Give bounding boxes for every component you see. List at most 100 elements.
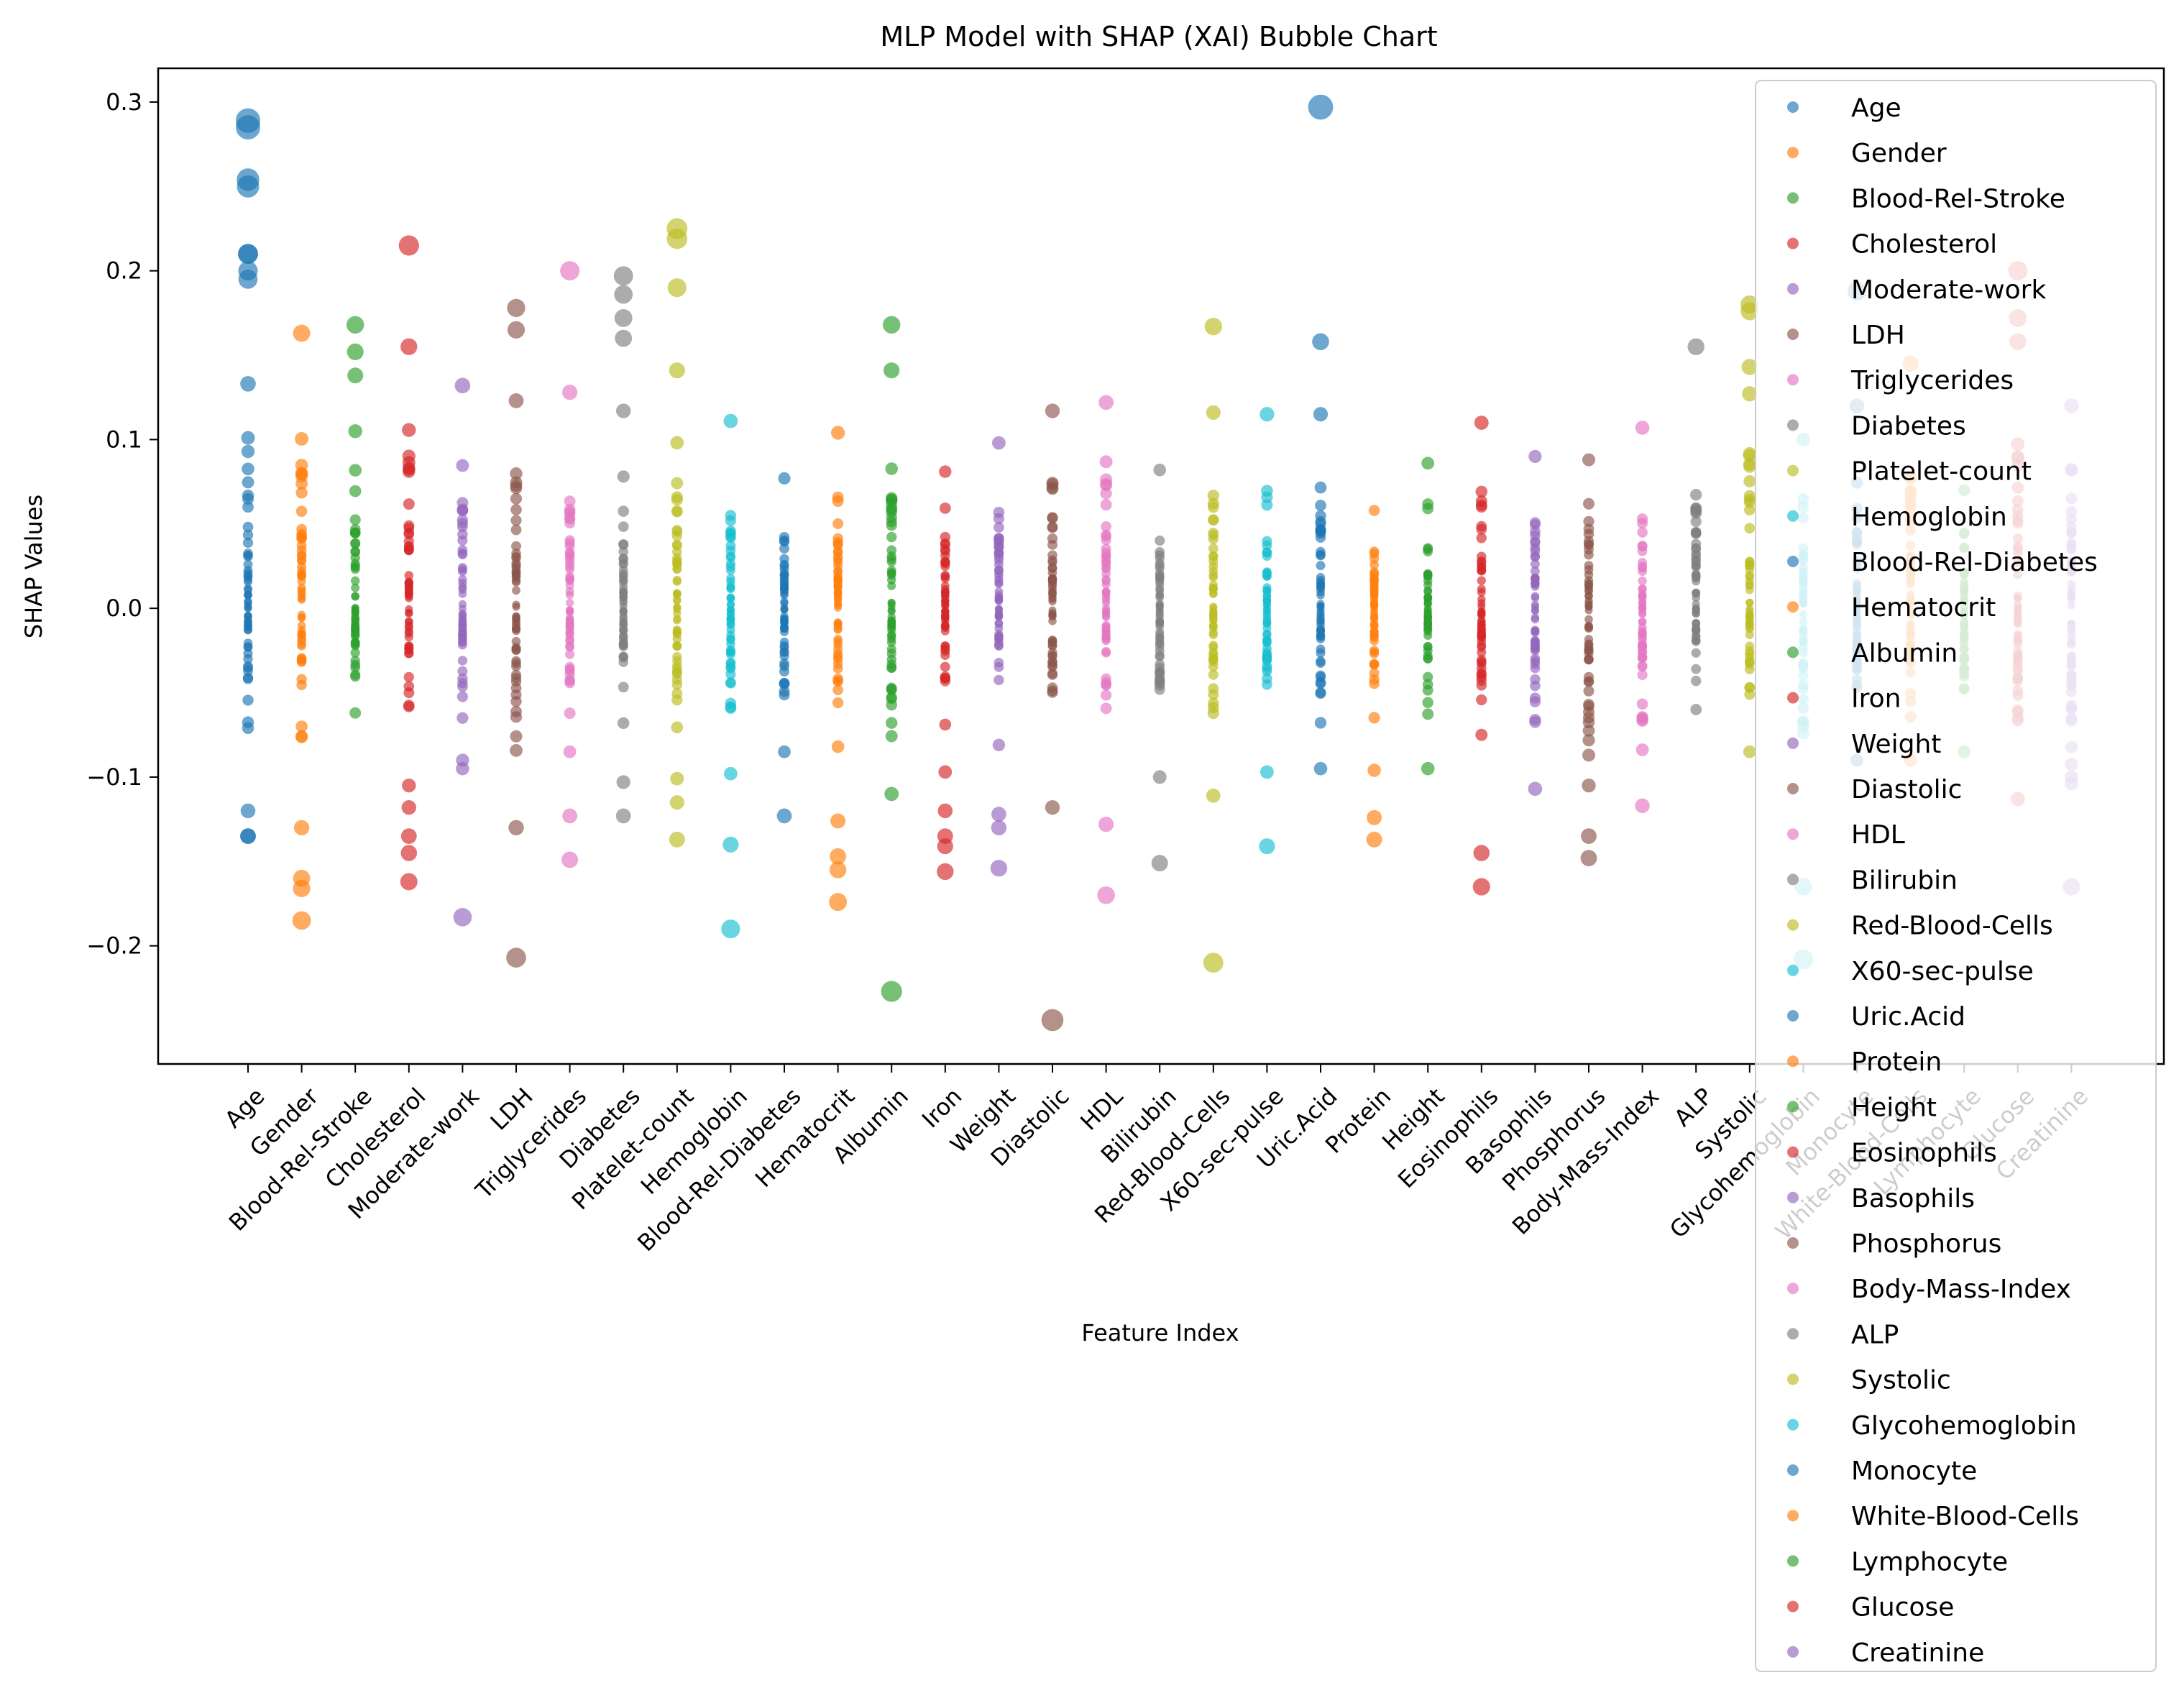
legend-marker-age: [1787, 101, 1799, 113]
data-point-x60-sec-pulse: [1262, 648, 1272, 658]
data-point-albumin: [886, 662, 897, 673]
series-systolic: [1740, 295, 1759, 758]
legend-marker-white-blood-cells: [1787, 1510, 1799, 1522]
data-point-alp: [1691, 543, 1702, 554]
data-point-diabetes: [618, 521, 629, 533]
legend-label-phosphorus: Phosphorus: [1851, 1229, 2001, 1259]
data-point-weight: [994, 661, 1004, 672]
data-point-ldh: [512, 586, 520, 595]
data-point-body-mass-index: [1637, 527, 1648, 538]
data-point-ldh: [511, 644, 521, 654]
legend-marker-blood-rel-stroke: [1787, 192, 1799, 204]
legend-label-protein: Protein: [1851, 1047, 1942, 1077]
data-point-ldh: [511, 656, 521, 666]
legend-label-iron: Iron: [1851, 684, 1901, 714]
data-point-platelet-count: [669, 795, 684, 810]
data-point-height: [1423, 624, 1433, 633]
data-point-red-blood-cells: [1204, 317, 1223, 336]
data-point-hematocrit: [833, 582, 843, 592]
data-point-platelet-count: [667, 278, 687, 298]
data-point-hdl: [1101, 521, 1111, 532]
data-point-moderate-work: [457, 681, 468, 692]
data-point-red-blood-cells: [1208, 656, 1219, 667]
data-point-eosinophils: [1477, 633, 1486, 642]
data-point-hematocrit: [830, 813, 846, 829]
data-point-moderate-work: [453, 907, 472, 927]
data-point-uric-acid: [1316, 631, 1326, 641]
data-point-systolic: [1744, 682, 1756, 693]
data-point-uric-acid: [1316, 584, 1325, 593]
data-point-diabetes: [618, 554, 628, 564]
data-point-hdl: [1098, 395, 1114, 410]
data-point-phosphorus: [1580, 850, 1597, 867]
data-point-age: [244, 604, 252, 612]
legend-label-blood-rel-diabetes: Blood-Rel-Diabetes: [1851, 548, 2098, 577]
data-point-blood-rel-stroke: [351, 604, 359, 612]
data-point-cholesterol: [404, 571, 414, 580]
data-point-body-mass-index: [1638, 576, 1647, 586]
data-point-basophils: [1531, 592, 1540, 601]
data-point-phosphorus: [1584, 549, 1594, 560]
series-gender: [292, 324, 311, 930]
data-point-red-blood-cells: [1206, 405, 1221, 420]
series-body-mass-index: [1635, 421, 1650, 814]
data-point-bilirubin: [1155, 667, 1165, 678]
data-point-weight: [992, 738, 1006, 752]
data-point-platelet-count: [672, 577, 682, 587]
legend-label-eosinophils: Eosinophils: [1851, 1139, 1997, 1168]
series-x60-sec-pulse: [1259, 407, 1275, 855]
data-point-diastolic: [1047, 636, 1057, 645]
data-point-cholesterol: [404, 586, 413, 595]
series-diastolic: [1041, 403, 1064, 1032]
data-point-x60-sec-pulse: [1260, 407, 1275, 422]
data-point-x60-sec-pulse: [1262, 673, 1272, 684]
data-point-albumin: [886, 545, 897, 556]
data-point-gender: [296, 531, 307, 543]
data-point-protein: [1369, 546, 1380, 556]
data-point-blood-rel-stroke: [349, 527, 361, 538]
data-point-x60-sec-pulse: [1260, 765, 1274, 779]
data-point-age: [243, 666, 253, 676]
data-point-alp: [1691, 562, 1701, 572]
data-point-alp: [1692, 589, 1701, 598]
data-point-eosinophils: [1476, 679, 1487, 691]
data-point-iron: [940, 661, 950, 672]
data-point-basophils: [1530, 653, 1541, 664]
data-point-hdl: [1101, 577, 1111, 586]
data-point-iron: [941, 607, 950, 616]
data-point-gender: [293, 324, 311, 342]
data-point-height: [1422, 708, 1434, 720]
data-point-x60-sec-pulse: [1261, 499, 1273, 511]
data-point-uric-acid: [1312, 333, 1329, 351]
data-point-albumin: [886, 554, 896, 564]
data-point-red-blood-cells: [1207, 702, 1219, 714]
data-point-eosinophils: [1475, 499, 1487, 511]
data-point-cholesterol: [405, 609, 413, 618]
data-point-blood-rel-stroke: [350, 648, 360, 658]
data-point-iron: [937, 838, 953, 855]
data-point-hemoglobin: [726, 584, 735, 594]
series-blood-rel-stroke: [347, 316, 364, 719]
data-point-bilirubin: [1155, 603, 1164, 612]
data-point-alp: [1691, 637, 1701, 646]
legend-marker-blood-rel-diabetes: [1787, 556, 1799, 567]
data-point-protein: [1368, 505, 1380, 516]
data-point-gender: [297, 613, 306, 622]
data-point-systolic: [1742, 386, 1758, 402]
data-point-cholesterol: [400, 828, 417, 844]
data-point-platelet-count: [671, 477, 684, 490]
data-point-diabetes: [613, 266, 633, 286]
data-point-bilirubin: [1155, 586, 1165, 595]
data-point-bilirubin: [1155, 561, 1165, 571]
y-tick-label: 0.1: [106, 426, 142, 453]
data-point-hematocrit: [830, 426, 845, 440]
data-point-age: [243, 566, 253, 576]
legend-marker-platelet-count: [1787, 464, 1799, 477]
data-point-phosphorus: [1584, 635, 1594, 644]
data-point-hemoglobin: [723, 413, 738, 428]
data-point-iron: [939, 465, 952, 478]
data-point-platelet-count: [670, 436, 684, 450]
legend-marker-hematocrit: [1787, 601, 1799, 613]
data-point-moderate-work: [457, 666, 468, 676]
data-point-hematocrit: [831, 740, 845, 753]
